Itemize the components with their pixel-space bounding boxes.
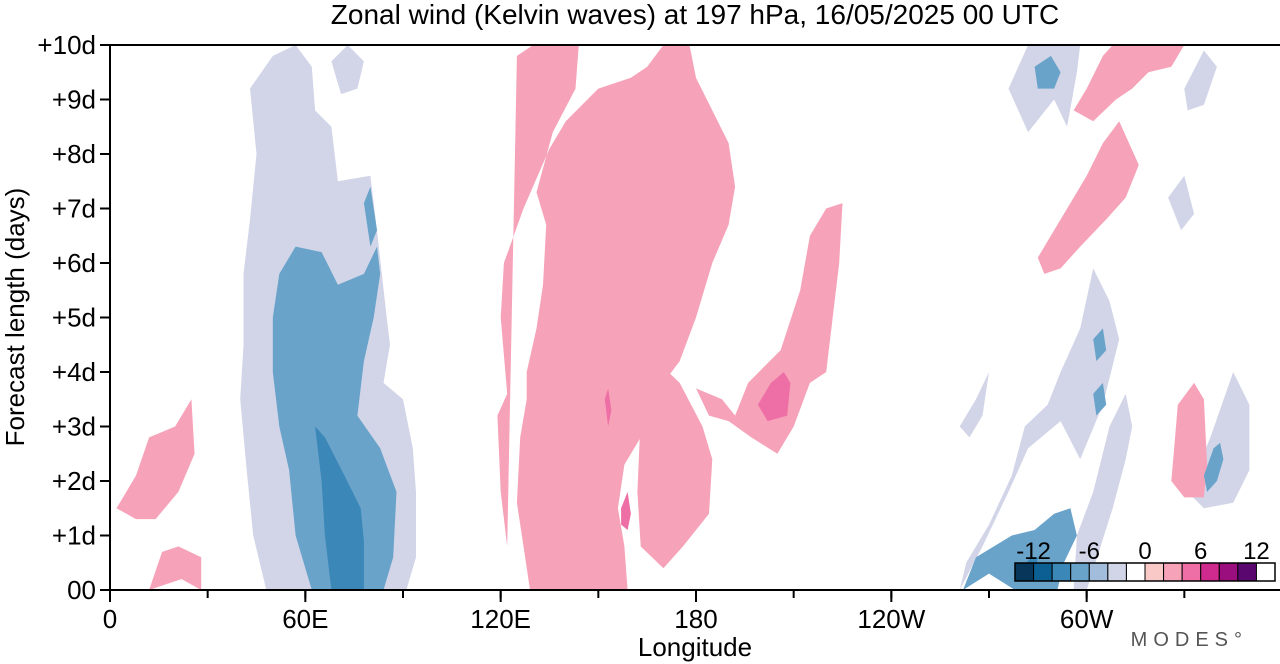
westerly-anomaly-region: [757, 372, 791, 422]
easterly-anomaly-region: [272, 246, 397, 590]
westerly-anomaly-region: [497, 45, 736, 590]
colorbar-swatch: [1200, 562, 1220, 582]
colorbar-swatch: [1107, 562, 1127, 582]
y-tick-label: 00: [67, 575, 96, 605]
chart-title: Zonal wind (Kelvin waves) at 197 hPa, 16…: [331, 0, 1059, 30]
y-tick-label: +8d: [52, 139, 96, 169]
modes-logo: MODES°: [1131, 629, 1248, 651]
colorbar-label: 12: [1243, 538, 1270, 565]
y-axis: 00 +1d +2d +3d +4d +5d +6d +7d +8d +9d +10d: [37, 30, 110, 605]
x-tick-label: 120W: [857, 604, 925, 634]
contour-fields: [116, 45, 1250, 590]
westerly-anomaly-region: [149, 546, 202, 590]
colorbar-label: -12: [1016, 538, 1051, 565]
colorbar-swatch: [1051, 562, 1072, 582]
colorbar-label: -6: [1079, 538, 1100, 565]
colorbar-swatch: [1033, 562, 1053, 582]
easterly-anomaly-region: [1203, 442, 1224, 492]
x-tick-label: 60E: [282, 604, 328, 634]
x-axis: 0 60E 120E 180 120W 60W: [103, 590, 1186, 634]
westerly-anomaly-region: [696, 203, 843, 454]
y-tick-label: +6d: [52, 248, 96, 278]
colorbar-label: 0: [1138, 538, 1151, 565]
y-tick-label: +3d: [52, 412, 96, 442]
easterly-anomaly-region: [1184, 50, 1217, 111]
westerly-anomaly-region: [1037, 121, 1139, 274]
easterly-anomaly-region: [959, 268, 1120, 590]
easterly-anomaly-region: [331, 45, 364, 95]
x-tick-label: 0: [103, 604, 117, 634]
easterly-anomaly-region: [1093, 382, 1107, 416]
y-tick-label: +2d: [52, 466, 96, 496]
easterly-anomaly-region: [959, 372, 989, 438]
colorbar-swatch: [1181, 562, 1202, 582]
westerly-anomaly-region: [604, 388, 612, 427]
westerly-anomaly-region: [582, 491, 599, 530]
colorbar-swatch: [1144, 562, 1165, 582]
x-tick-label: 120E: [470, 604, 531, 634]
easterly-anomaly-region: [363, 186, 377, 247]
y-tick-label: +9d: [52, 85, 96, 115]
y-tick-label: +4d: [52, 357, 96, 387]
y-tick-label: +5d: [52, 303, 96, 333]
y-axis-label: Forecast length (days): [0, 188, 30, 447]
colorbar-swatch: [1014, 562, 1035, 582]
easterly-anomaly-region: [1093, 328, 1107, 362]
y-tick-label: +10d: [37, 30, 96, 60]
westerly-anomaly-region: [591, 453, 615, 590]
colorbar-label: 6: [1194, 538, 1207, 565]
colorbar-swatch: [1125, 562, 1146, 582]
easterly-anomaly-region: [315, 426, 364, 590]
easterly-anomaly-region: [1073, 393, 1133, 590]
westerly-anomaly-region: [621, 491, 631, 530]
x-tick-label: 180: [674, 604, 717, 634]
westerly-anomaly-region: [1073, 45, 1185, 122]
colorbar-legend: -12 -6 0 6 12: [1014, 538, 1276, 582]
y-tick-label: +1d: [52, 521, 96, 551]
y-tick-label: +7d: [52, 194, 96, 224]
easterly-anomaly-region: [1168, 175, 1195, 231]
colorbar-swatch: [1218, 562, 1239, 582]
colorbar-frame: [1014, 562, 1276, 582]
colorbar-swatch: [1088, 562, 1109, 582]
colorbar-swatch: [1070, 562, 1090, 582]
westerly-anomaly-region: [1171, 382, 1208, 498]
westerly-anomaly-region: [637, 361, 713, 569]
x-axis-label: Longitude: [638, 632, 752, 662]
colorbar-swatch: [1237, 562, 1257, 582]
x-tick-label: 60W: [1060, 604, 1114, 634]
easterly-anomaly-region: [1034, 55, 1061, 89]
westerly-anomaly-region: [116, 399, 195, 520]
colorbar-swatch: [1163, 562, 1183, 582]
